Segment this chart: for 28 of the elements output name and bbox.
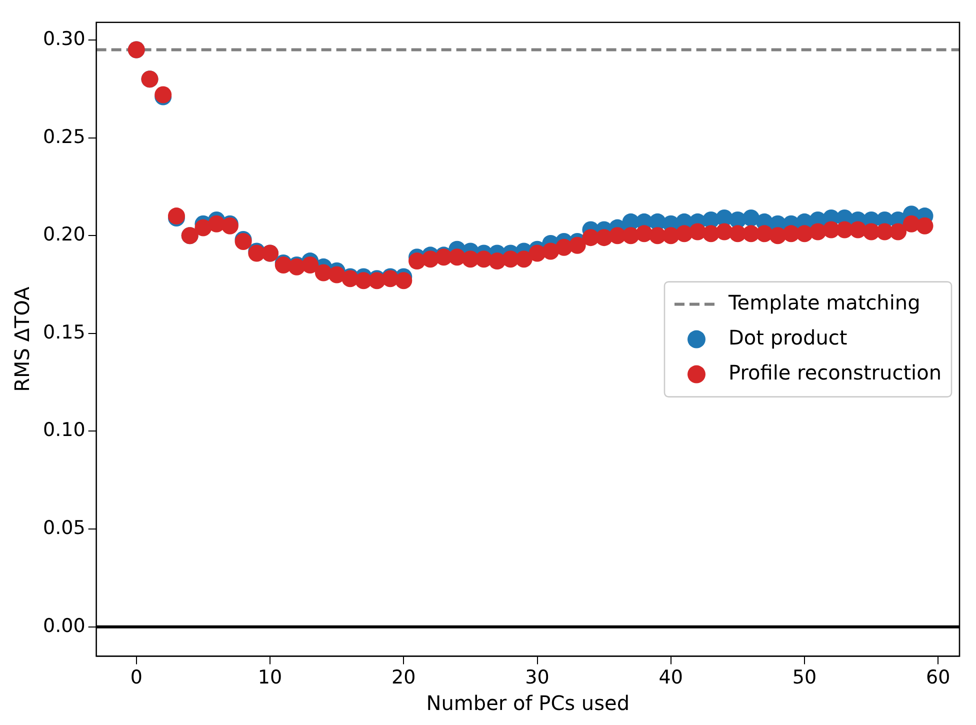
- point: [542, 242, 560, 260]
- y-tick-label: 0.10: [42, 419, 86, 442]
- x-tick-label: 50: [792, 666, 817, 689]
- point: [302, 256, 319, 274]
- x-tick-label: 30: [525, 666, 550, 689]
- point: [916, 217, 934, 234]
- x-tick-label: 0: [130, 666, 142, 689]
- x-axis-title: Number of PCs used: [426, 691, 630, 716]
- y-tick-label: 0.25: [42, 126, 86, 148]
- x-tick-label: 60: [926, 666, 950, 689]
- point: [395, 272, 412, 290]
- point: [890, 223, 907, 240]
- y-tick-label: 0.05: [42, 516, 86, 539]
- point: [515, 250, 532, 268]
- y-axis-title: RMS ΔTOA: [10, 286, 34, 392]
- x-tick-label: 10: [258, 666, 282, 689]
- y-tick-label: 0.15: [42, 321, 86, 344]
- legend-label: Template matching: [727, 290, 920, 315]
- y-tick-label: 0.20: [42, 224, 86, 246]
- x-tick-label: 20: [392, 666, 416, 689]
- y-tick-label: 0.30: [42, 28, 86, 50]
- x-tick-label: 40: [658, 666, 683, 689]
- point: [328, 266, 346, 284]
- point: [568, 236, 586, 254]
- y-tick-label: 0.00: [42, 614, 86, 637]
- point: [194, 219, 212, 236]
- legend-label: Profile reconstruction: [728, 360, 942, 385]
- legend-label: Dot product: [728, 326, 848, 350]
